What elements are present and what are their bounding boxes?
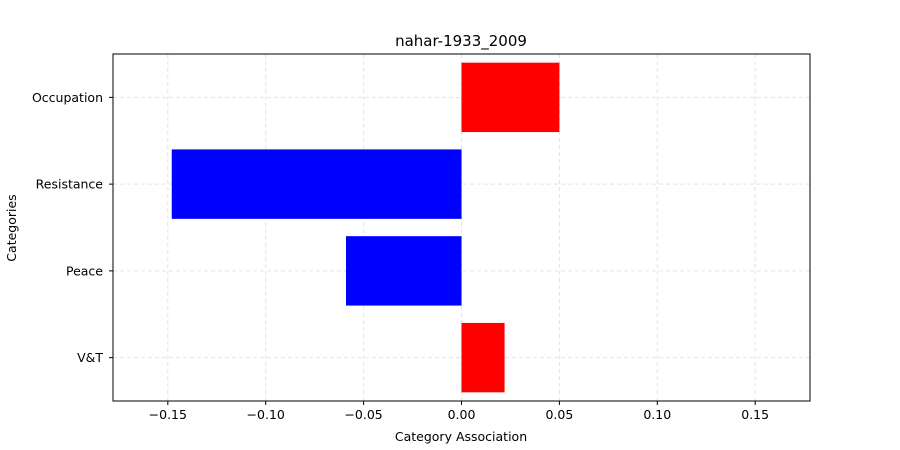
bar-resistance [171,149,462,219]
y-axis-label: Categories [4,194,19,261]
x-tick-label: −0.05 [344,407,382,422]
bars [171,62,560,393]
x-axis-label: Category Association [395,429,527,444]
x-tick-label: 0.00 [448,407,476,422]
bar-peace [345,236,462,306]
x-tick-label: 0.05 [545,407,573,422]
x-tick-label: −0.10 [247,407,285,422]
bar-occupation [461,62,560,133]
y-axis-ticks: Occupation Resistance Peace V&T [32,90,113,365]
y-tick-label: Peace [66,263,103,278]
x-tick-label: 0.15 [741,407,769,422]
y-tick-label: V&T [77,350,103,365]
bar-v-t [461,322,505,393]
y-tick-label: Resistance [36,177,104,192]
chart-title: nahar-1933_2009 [395,32,527,51]
y-tick-label: Occupation [32,90,103,105]
x-tick-label: −0.15 [149,407,187,422]
x-tick-label: 0.10 [643,407,671,422]
x-axis-ticks: −0.15 −0.10 −0.05 0.00 0.05 0.10 0.15 [149,401,769,422]
